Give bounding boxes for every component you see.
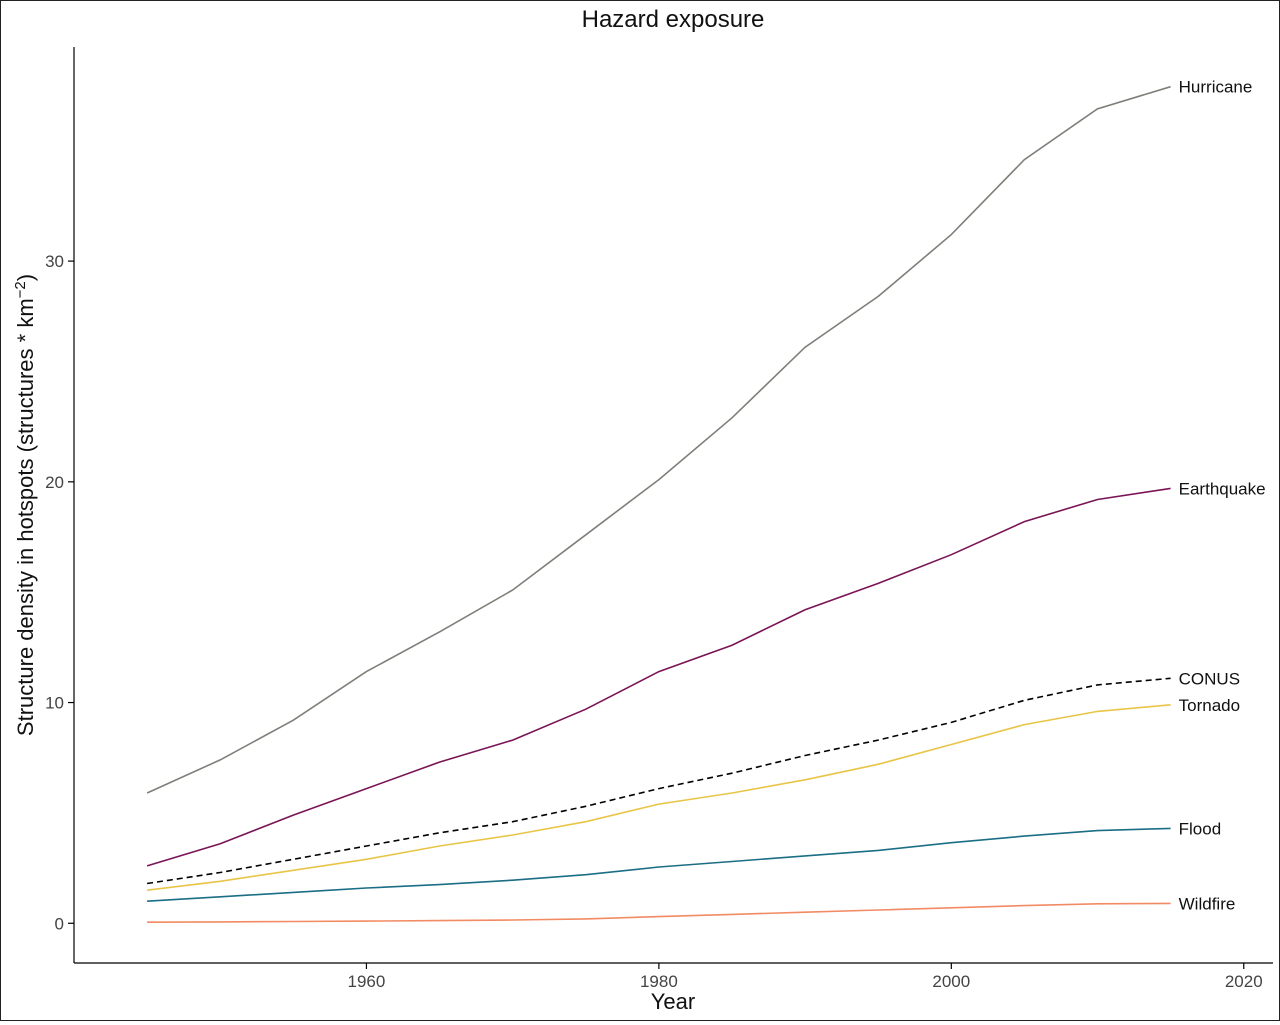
chart-title: Hazard exposure	[582, 6, 765, 33]
y-tick-label: 20	[45, 473, 64, 492]
y-axis-label-close: )	[13, 274, 38, 281]
series-line-conus	[146, 677, 1171, 885]
series-line-wildfire	[147, 902, 1171, 924]
x-tick-label: 2020	[1225, 972, 1263, 991]
y-tick-label: 0	[55, 914, 64, 933]
series-label-flood: Flood	[1179, 819, 1222, 838]
series-line-earthquake	[146, 487, 1171, 867]
series-label-earthquake: Earthquake	[1179, 479, 1266, 498]
series-line-flood	[147, 827, 1171, 902]
axes	[73, 47, 1273, 964]
y-tick-label: 10	[45, 694, 64, 713]
y-ticks: 0 10 20 30	[45, 252, 74, 933]
x-ticks: 1960 1980 2000 2020	[348, 963, 1263, 991]
series-lines	[146, 85, 1171, 924]
y-axis-label: Structure density in hotspots (structure…	[12, 274, 38, 736]
series-line-tornado	[147, 704, 1171, 891]
series-end-labels: Hurricane Earthquake CONUS Tornado Flood Wild…	[1179, 78, 1266, 914]
y-axis-label-main: Structure density in hotspots (structure…	[13, 298, 38, 736]
series-label-tornado: Tornado	[1179, 696, 1240, 715]
y-tick-label: 30	[45, 252, 64, 271]
x-tick-label: 2000	[932, 972, 970, 991]
series-line-hurricane	[146, 85, 1171, 794]
y-axis-label-superscript: −2	[12, 281, 29, 298]
series-label-wildfire: Wildfire	[1179, 894, 1236, 913]
x-tick-label: 1960	[348, 972, 386, 991]
x-axis-label: Year	[651, 989, 695, 1014]
series-label-conus: CONUS	[1179, 669, 1240, 688]
x-tick-label: 1980	[640, 972, 678, 991]
series-label-hurricane: Hurricane	[1179, 78, 1253, 97]
